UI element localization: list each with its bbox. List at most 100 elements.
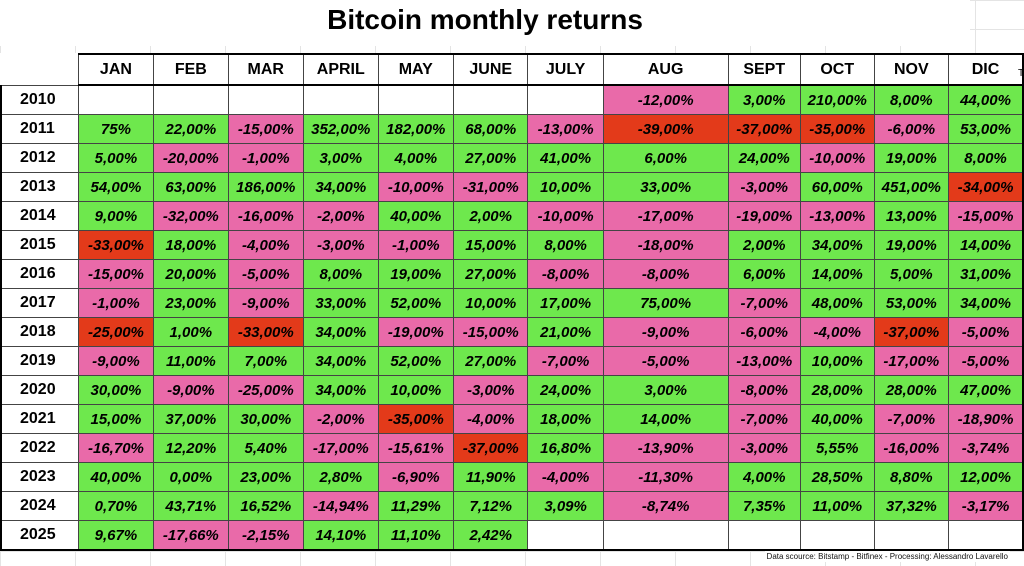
return-cell[interactable]: -2,15%: [227, 520, 305, 551]
return-cell[interactable]: 24,00%: [527, 375, 604, 405]
return-cell[interactable]: 30,00%: [227, 404, 305, 434]
return-cell[interactable]: -15,00%: [227, 114, 305, 144]
return-cell[interactable]: 7,35%: [727, 491, 801, 521]
return-cell[interactable]: [303, 84, 379, 115]
return-cell[interactable]: 210,00%: [799, 84, 875, 115]
return-cell[interactable]: 9,67%: [77, 520, 155, 551]
return-cell[interactable]: 7,00%: [227, 346, 305, 376]
return-cell[interactable]: 27,00%: [453, 143, 529, 173]
return-cell[interactable]: -6,90%: [377, 462, 455, 492]
return-cell[interactable]: -16,70%: [77, 433, 155, 463]
return-cell[interactable]: -16,00%: [873, 433, 950, 463]
return-cell[interactable]: 28,00%: [873, 375, 950, 405]
return-cell[interactable]: 8,00%: [303, 259, 379, 289]
return-cell[interactable]: [227, 84, 305, 115]
return-cell[interactable]: -1,00%: [77, 288, 155, 318]
return-cell[interactable]: -5,00%: [948, 346, 1024, 376]
return-cell[interactable]: -33,00%: [227, 317, 305, 347]
return-cell[interactable]: -5,00%: [227, 259, 305, 289]
return-cell[interactable]: 5,00%: [77, 143, 155, 173]
return-cell[interactable]: -35,00%: [377, 404, 455, 434]
month-header-oct[interactable]: OCT: [799, 53, 875, 86]
return-cell[interactable]: 10,00%: [377, 375, 455, 405]
return-cell[interactable]: -12,00%: [602, 84, 729, 115]
return-cell[interactable]: -3,00%: [303, 230, 379, 260]
return-cell[interactable]: 19,00%: [873, 143, 950, 173]
return-cell[interactable]: 4,00%: [377, 143, 455, 173]
return-cell[interactable]: 53,00%: [948, 114, 1024, 144]
return-cell[interactable]: 75,00%: [602, 288, 729, 318]
return-cell[interactable]: 10,00%: [527, 172, 604, 202]
return-cell[interactable]: -17,00%: [602, 201, 729, 231]
return-cell[interactable]: -25,00%: [227, 375, 305, 405]
return-cell[interactable]: -3,00%: [727, 433, 801, 463]
month-header-may[interactable]: MAY: [377, 53, 455, 86]
return-cell[interactable]: -19,00%: [377, 317, 455, 347]
return-cell[interactable]: 352,00%: [303, 114, 379, 144]
year-cell[interactable]: 2018: [0, 317, 79, 347]
return-cell[interactable]: 28,50%: [799, 462, 875, 492]
return-cell[interactable]: 52,00%: [377, 346, 455, 376]
return-cell[interactable]: 3,00%: [727, 84, 801, 115]
return-cell[interactable]: 27,00%: [453, 346, 529, 376]
year-cell[interactable]: 2014: [0, 201, 79, 231]
return-cell[interactable]: 37,00%: [153, 404, 229, 434]
return-cell[interactable]: 182,00%: [377, 114, 455, 144]
return-cell[interactable]: -17,00%: [873, 346, 950, 376]
return-cell[interactable]: 15,00%: [453, 230, 529, 260]
return-cell[interactable]: 43,71%: [153, 491, 229, 521]
return-cell[interactable]: 6,00%: [727, 259, 801, 289]
return-cell[interactable]: 16,80%: [527, 433, 604, 463]
return-cell[interactable]: 31,00%: [948, 259, 1024, 289]
return-cell[interactable]: -7,00%: [873, 404, 950, 434]
month-header-nov[interactable]: NOV: [873, 53, 950, 86]
return-cell[interactable]: -13,00%: [727, 346, 801, 376]
return-cell[interactable]: -32,00%: [153, 201, 229, 231]
return-cell[interactable]: 34,00%: [948, 288, 1024, 318]
return-cell[interactable]: -13,90%: [602, 433, 729, 463]
return-cell[interactable]: 17,00%: [527, 288, 604, 318]
return-cell[interactable]: -9,00%: [153, 375, 229, 405]
return-cell[interactable]: -6,00%: [727, 317, 801, 347]
return-cell[interactable]: -39,00%: [602, 114, 729, 144]
return-cell[interactable]: 40,00%: [77, 462, 155, 492]
return-cell[interactable]: -4,00%: [799, 317, 875, 347]
return-cell[interactable]: -10,00%: [377, 172, 455, 202]
return-cell[interactable]: -3,17%: [948, 491, 1024, 521]
return-cell[interactable]: -3,00%: [727, 172, 801, 202]
return-cell[interactable]: [77, 84, 155, 115]
return-cell[interactable]: -6,00%: [873, 114, 950, 144]
return-cell[interactable]: -37,00%: [453, 433, 529, 463]
return-cell[interactable]: 0,00%: [153, 462, 229, 492]
return-cell[interactable]: -8,74%: [602, 491, 729, 521]
return-cell[interactable]: 27,00%: [453, 259, 529, 289]
year-cell[interactable]: 2015: [0, 230, 79, 260]
return-cell[interactable]: 4,00%: [727, 462, 801, 492]
return-cell[interactable]: -15,61%: [377, 433, 455, 463]
return-cell[interactable]: 75%: [77, 114, 155, 144]
month-header-june[interactable]: JUNE: [453, 53, 529, 86]
month-header-mar[interactable]: MAR: [227, 53, 305, 86]
return-cell[interactable]: -9,00%: [602, 317, 729, 347]
return-cell[interactable]: 14,00%: [602, 404, 729, 434]
year-cell[interactable]: 2016: [0, 259, 79, 289]
year-cell[interactable]: 2021: [0, 404, 79, 434]
return-cell[interactable]: 8,00%: [873, 84, 950, 115]
return-cell[interactable]: -9,00%: [77, 346, 155, 376]
return-cell[interactable]: -9,00%: [227, 288, 305, 318]
return-cell[interactable]: 22,00%: [153, 114, 229, 144]
return-cell[interactable]: 47,00%: [948, 375, 1024, 405]
year-cell[interactable]: 2012: [0, 143, 79, 173]
return-cell[interactable]: -7,00%: [727, 404, 801, 434]
return-cell[interactable]: [873, 520, 950, 551]
return-cell[interactable]: 7,12%: [453, 491, 529, 521]
year-cell[interactable]: 2013: [0, 172, 79, 202]
return-cell[interactable]: 41,00%: [527, 143, 604, 173]
year-cell[interactable]: 2020: [0, 375, 79, 405]
return-cell[interactable]: -37,00%: [727, 114, 801, 144]
return-cell[interactable]: 11,10%: [377, 520, 455, 551]
return-cell[interactable]: -14,94%: [303, 491, 379, 521]
return-cell[interactable]: -10,00%: [799, 143, 875, 173]
year-cell[interactable]: 2022: [0, 433, 79, 463]
return-cell[interactable]: 14,00%: [948, 230, 1024, 260]
